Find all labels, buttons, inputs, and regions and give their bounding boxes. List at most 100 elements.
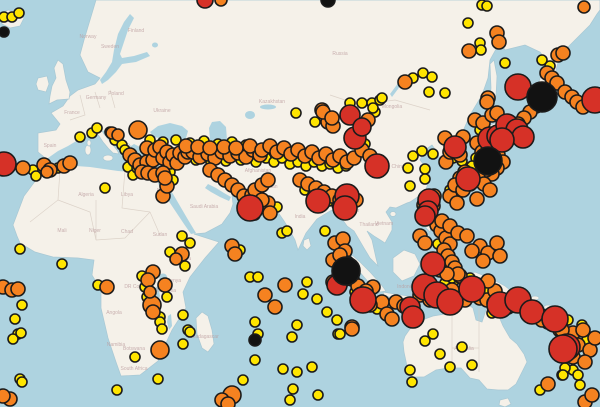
earthquake-marker-minor[interactable] [376,92,388,104]
earthquake-marker-moderate[interactable] [143,285,157,299]
earthquake-marker-moderate[interactable] [540,376,556,392]
earthquake-marker-minor[interactable] [15,327,27,339]
earthquake-marker-minor[interactable] [416,145,428,157]
earthquake-marker-moderate[interactable] [324,110,340,126]
earthquake-marker-moderate[interactable] [344,321,360,337]
earthquake-marker-minor[interactable] [312,389,324,401]
earthquake-marker-strong[interactable] [511,125,535,149]
earthquake-marker-minor[interactable] [407,150,419,162]
earthquake-marker-strong[interactable] [349,286,377,314]
earthquake-marker-strong[interactable] [352,117,372,137]
earthquake-marker-minor[interactable] [301,276,313,288]
earthquake-marker-strong[interactable] [364,153,390,179]
earthquake-marker-minor[interactable] [311,293,323,305]
earthquake-marker-moderate[interactable] [0,388,11,404]
earthquake-marker-minor[interactable] [16,299,28,311]
earthquake-marker-strong[interactable] [458,275,486,303]
earthquake-marker-moderate[interactable] [214,0,228,7]
earthquake-marker-moderate[interactable] [257,287,273,303]
earthquake-marker-minor[interactable] [177,338,189,350]
earthquake-marker-minor[interactable] [284,394,296,406]
earthquake-marker-minor[interactable] [319,225,331,237]
earthquake-marker-minor[interactable] [331,314,343,326]
earthquake-marker-minor[interactable] [91,122,103,134]
earthquake-marker-minor[interactable] [574,379,586,391]
earthquake-marker-moderate[interactable] [449,195,465,211]
earthquake-marker-major[interactable] [320,0,336,8]
earthquake-marker-moderate[interactable] [62,155,78,171]
earthquake-marker-minor[interactable] [14,243,26,255]
earthquake-marker-minor[interactable] [406,376,418,388]
earthquake-marker-moderate[interactable] [492,248,508,264]
earthquake-marker-major[interactable] [473,146,503,176]
earthquake-marker-moderate[interactable] [99,279,115,295]
earthquake-marker-major[interactable] [0,26,10,38]
earthquake-marker-minor[interactable] [281,225,293,237]
earthquake-marker-minor[interactable] [16,376,28,388]
earthquake-marker-moderate[interactable] [40,165,54,179]
earthquake-marker-moderate[interactable] [489,235,505,251]
earthquake-marker-minor[interactable] [290,107,302,119]
earthquake-marker-strong[interactable] [489,127,515,153]
earthquake-marker-strong[interactable] [236,194,264,222]
earthquake-marker-minor[interactable] [7,333,19,345]
earthquake-marker-minor[interactable] [423,86,435,98]
earthquake-marker-minor[interactable] [427,328,439,340]
earthquake-marker-minor[interactable] [444,361,456,373]
earthquake-marker-minor[interactable] [427,148,439,160]
earthquake-marker-minor[interactable] [170,134,182,146]
earthquake-marker-minor[interactable] [30,170,42,182]
earthquake-marker-moderate[interactable] [128,120,148,140]
earthquake-marker-moderate[interactable] [157,277,173,293]
earthquake-marker-minor[interactable] [286,331,298,343]
earthquake-marker-minor[interactable] [536,54,548,66]
earthquake-marker-moderate[interactable] [461,43,477,59]
earthquake-marker-minor[interactable] [13,7,25,19]
earthquake-marker-minor[interactable] [297,288,309,300]
earthquake-marker-moderate[interactable] [577,354,593,370]
earthquake-marker-minor[interactable] [475,44,487,56]
earthquake-marker-minor[interactable] [9,313,21,325]
earthquake-marker-moderate[interactable] [397,74,413,90]
earthquake-marker-moderate[interactable] [475,253,491,269]
earthquake-marker-minor[interactable] [426,71,438,83]
earthquake-marker-major[interactable] [331,256,361,286]
earthquake-marker-minor[interactable] [309,116,321,128]
earthquake-marker-strong[interactable] [339,104,361,126]
earthquake-marker-minor[interactable] [56,258,68,270]
earthquake-marker-strong[interactable] [436,288,464,316]
earthquake-marker-minor[interactable] [404,180,416,192]
earthquake-marker-minor[interactable] [237,374,249,386]
earthquake-marker-minor[interactable] [557,369,569,381]
earthquake-marker-minor[interactable] [184,237,196,249]
earthquake-marker-minor[interactable] [177,309,189,321]
earthquake-marker-minor[interactable] [367,102,379,114]
earthquake-marker-moderate[interactable] [260,172,276,188]
earthquake-marker-minor[interactable] [439,87,451,99]
earthquake-marker-minor[interactable] [99,182,111,194]
earthquake-marker-moderate[interactable] [15,160,31,176]
earthquake-marker-moderate[interactable] [267,299,283,315]
earthquake-marker-moderate[interactable] [459,228,475,244]
earthquake-marker-moderate[interactable] [227,246,243,262]
earthquake-marker-moderate[interactable] [169,252,183,266]
earthquake-marker-minor[interactable] [434,348,446,360]
earthquake-marker-minor[interactable] [176,230,188,242]
earthquake-marker-minor[interactable] [111,384,123,396]
earthquake-marker-strong[interactable] [455,166,481,192]
earthquake-marker-strong[interactable] [332,195,358,221]
earthquake-marker-strong[interactable] [305,188,331,214]
earthquake-marker-minor[interactable] [456,341,468,353]
earthquake-marker-minor[interactable] [572,369,584,381]
earthquake-marker-major[interactable] [248,333,262,347]
earthquake-marker-moderate[interactable] [145,304,161,320]
earthquake-marker-moderate[interactable] [277,277,293,293]
earthquake-marker-strong[interactable] [443,135,467,159]
earthquake-marker-moderate[interactable] [140,272,156,288]
earthquake-marker-minor[interactable] [291,366,303,378]
earthquake-marker-minor[interactable] [481,0,493,12]
earthquake-marker-moderate[interactable] [384,311,400,327]
earthquake-marker-minor[interactable] [462,17,474,29]
earthquake-marker-minor[interactable] [419,173,431,185]
